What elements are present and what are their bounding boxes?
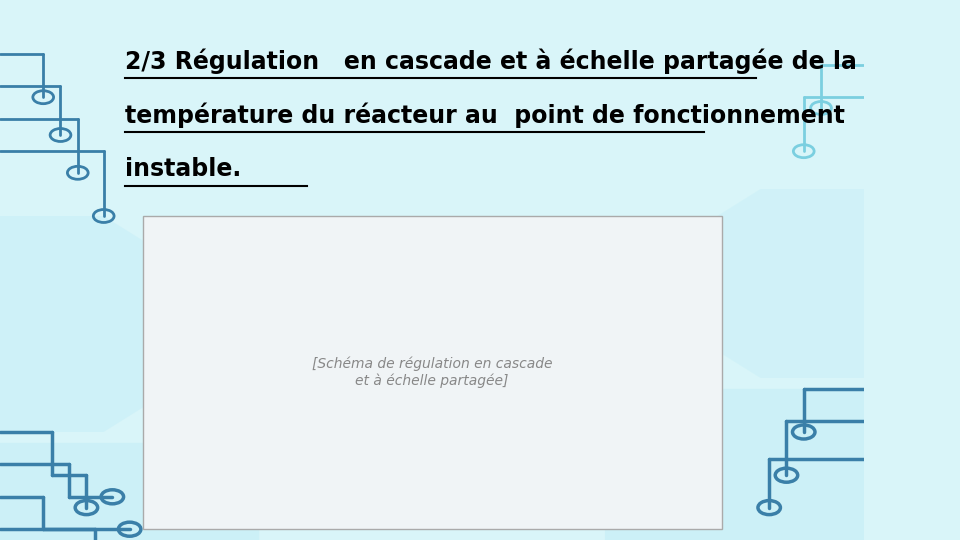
- Text: 2/3 Régulation   en cascade et à échelle partagée de la: 2/3 Régulation en cascade et à échelle p…: [126, 49, 857, 74]
- Polygon shape: [605, 389, 864, 540]
- Polygon shape: [674, 189, 864, 378]
- FancyBboxPatch shape: [143, 216, 722, 529]
- Text: température du réacteur au  point de fonctionnement: température du réacteur au point de fonc…: [126, 103, 845, 128]
- Text: instable.: instable.: [126, 157, 250, 180]
- Polygon shape: [0, 443, 259, 540]
- Polygon shape: [0, 216, 190, 432]
- Text: [Schéma de régulation en cascade
et à échelle partagée]: [Schéma de régulation en cascade et à éc…: [312, 357, 552, 388]
